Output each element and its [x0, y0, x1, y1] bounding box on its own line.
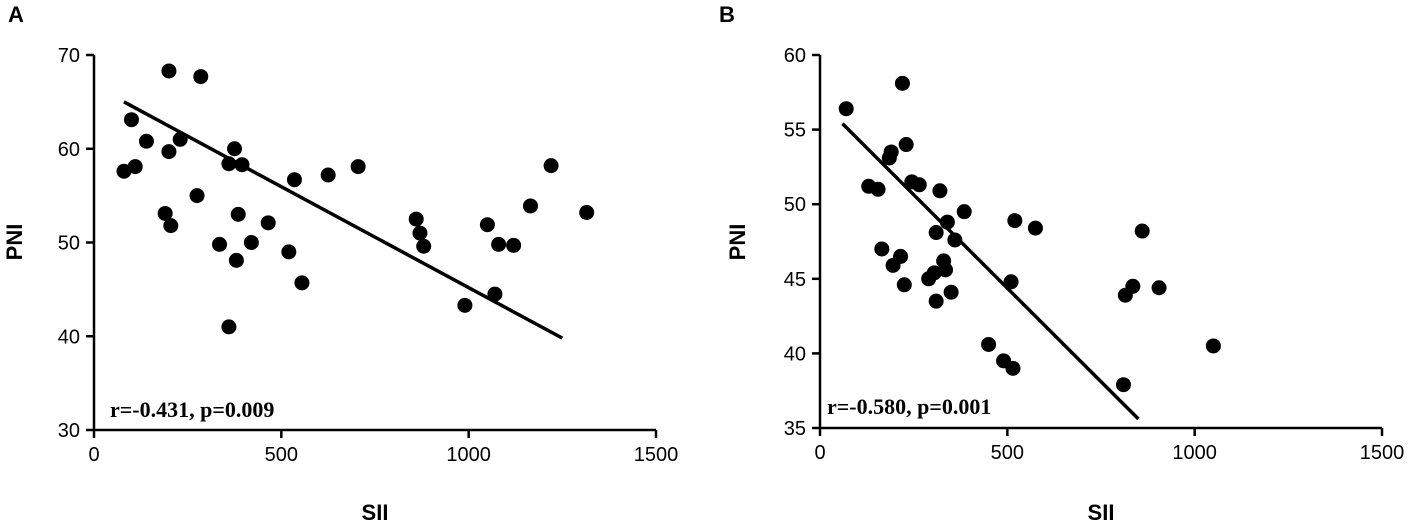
- data-point-a: [227, 141, 242, 157]
- y-tick-label-b: 40: [784, 343, 806, 365]
- data-point-a: [157, 205, 173, 221]
- data-point-a: [138, 133, 154, 149]
- x-tick-label-b: 1500: [1360, 442, 1405, 464]
- data-point-b: [1027, 220, 1043, 236]
- data-point-a: [543, 158, 559, 174]
- trendline-b: [841, 122, 1140, 421]
- data-point-a: [281, 244, 297, 260]
- data-point-a: [123, 112, 139, 128]
- data-point-a: [260, 215, 276, 231]
- y-tick-label-b: 35: [784, 418, 806, 440]
- data-point-b: [894, 75, 910, 91]
- data-point-b: [1007, 213, 1023, 229]
- data-point-b: [928, 225, 944, 241]
- y-tick-label-b: 60: [784, 45, 806, 67]
- x-tick-label-a: 500: [265, 444, 298, 466]
- data-point-b: [870, 181, 886, 197]
- points-a: [116, 63, 595, 335]
- data-point-b: [943, 284, 959, 300]
- scatter-panel-a: A 30 40 50 60 70 0 500 1000 1500 r=-0.431, p=0.0…: [2, 2, 679, 525]
- data-point-b: [1151, 280, 1167, 296]
- y-tick-label-b: 45: [784, 269, 806, 291]
- data-point-a: [161, 63, 177, 79]
- data-point-a: [127, 159, 143, 175]
- axes-b: 35 40 45 50 55 60 0 500 1000 1500: [784, 45, 1405, 464]
- y-tick-label-b: 55: [784, 120, 806, 142]
- data-point-a: [221, 319, 237, 335]
- data-point-b: [1003, 274, 1019, 290]
- data-point-b: [1205, 338, 1221, 354]
- y-tick-label-a: 60: [58, 139, 80, 161]
- y-tick-label-a: 70: [58, 45, 80, 67]
- data-point-a: [412, 225, 428, 241]
- data-point-a: [189, 188, 205, 204]
- data-point-a: [479, 217, 495, 233]
- data-point-b: [911, 177, 927, 193]
- data-point-b: [932, 183, 948, 199]
- data-point-b: [947, 232, 963, 248]
- data-point-b: [956, 204, 972, 220]
- data-point-a: [522, 198, 538, 214]
- axes-a: 30 40 50 60 70 0 500 1000 1500: [58, 45, 679, 466]
- x-axis-title-a: SII: [362, 500, 389, 525]
- data-point-a: [163, 218, 179, 234]
- y-tick-label-a: 30: [58, 420, 80, 442]
- panel-label-b: B: [719, 2, 735, 27]
- data-point-a: [161, 144, 177, 160]
- data-point-a: [491, 236, 507, 252]
- data-point-a: [579, 205, 595, 220]
- panel-label-a: A: [8, 2, 24, 27]
- data-point-b: [898, 137, 914, 153]
- data-point-b: [1005, 360, 1021, 376]
- data-point-b: [1134, 223, 1150, 239]
- data-point-a: [116, 163, 132, 179]
- data-point-b: [896, 277, 912, 293]
- stat-annotation-a: r=-0.431, p=0.009: [110, 397, 274, 422]
- y-tick-label-a: 50: [58, 233, 80, 255]
- data-point-a: [416, 238, 432, 254]
- data-point-a: [228, 252, 244, 268]
- data-point-b: [926, 265, 942, 281]
- y-axis-title-a: PNI: [2, 224, 27, 261]
- data-point-a: [350, 159, 366, 175]
- data-point-a: [212, 236, 228, 252]
- scatter-panel-b: B 35 40 45 50 55 60 0 500 1000 1500 r=-0.580, p=0…: [719, 2, 1405, 525]
- data-point-a: [286, 172, 302, 188]
- data-point-a: [408, 211, 424, 227]
- data-point-a: [506, 237, 522, 253]
- data-point-b: [883, 144, 899, 160]
- x-tick-label-a: 1500: [634, 444, 679, 466]
- data-point-a: [230, 206, 246, 222]
- data-point-a: [294, 275, 310, 291]
- data-point-b: [928, 293, 944, 309]
- points-b: [838, 75, 1221, 393]
- data-point-a: [243, 235, 259, 250]
- x-tick-label-b: 1000: [1172, 442, 1217, 464]
- x-axis-title-b: SII: [1088, 500, 1115, 525]
- data-point-a: [320, 167, 336, 183]
- data-point-b: [981, 336, 997, 352]
- x-tick-label-b: 500: [991, 442, 1024, 464]
- x-tick-label-a: 0: [88, 444, 99, 466]
- data-point-a: [457, 297, 473, 313]
- stat-annotation-b: r=-0.580, p=0.001: [827, 394, 991, 419]
- y-tick-label-b: 50: [784, 194, 806, 216]
- y-tick-label-a: 40: [58, 326, 80, 348]
- data-point-a: [193, 69, 209, 85]
- trendline-a: [123, 100, 564, 340]
- x-tick-label-a: 1000: [446, 444, 491, 466]
- data-point-b: [893, 248, 909, 264]
- data-point-b: [938, 262, 954, 278]
- data-point-b: [838, 101, 854, 117]
- data-point-b: [1115, 377, 1131, 393]
- data-point-b: [874, 241, 890, 257]
- y-axis-title-b: PNI: [725, 224, 750, 261]
- x-tick-label-b: 0: [814, 442, 825, 464]
- data-point-b: [1125, 278, 1141, 294]
